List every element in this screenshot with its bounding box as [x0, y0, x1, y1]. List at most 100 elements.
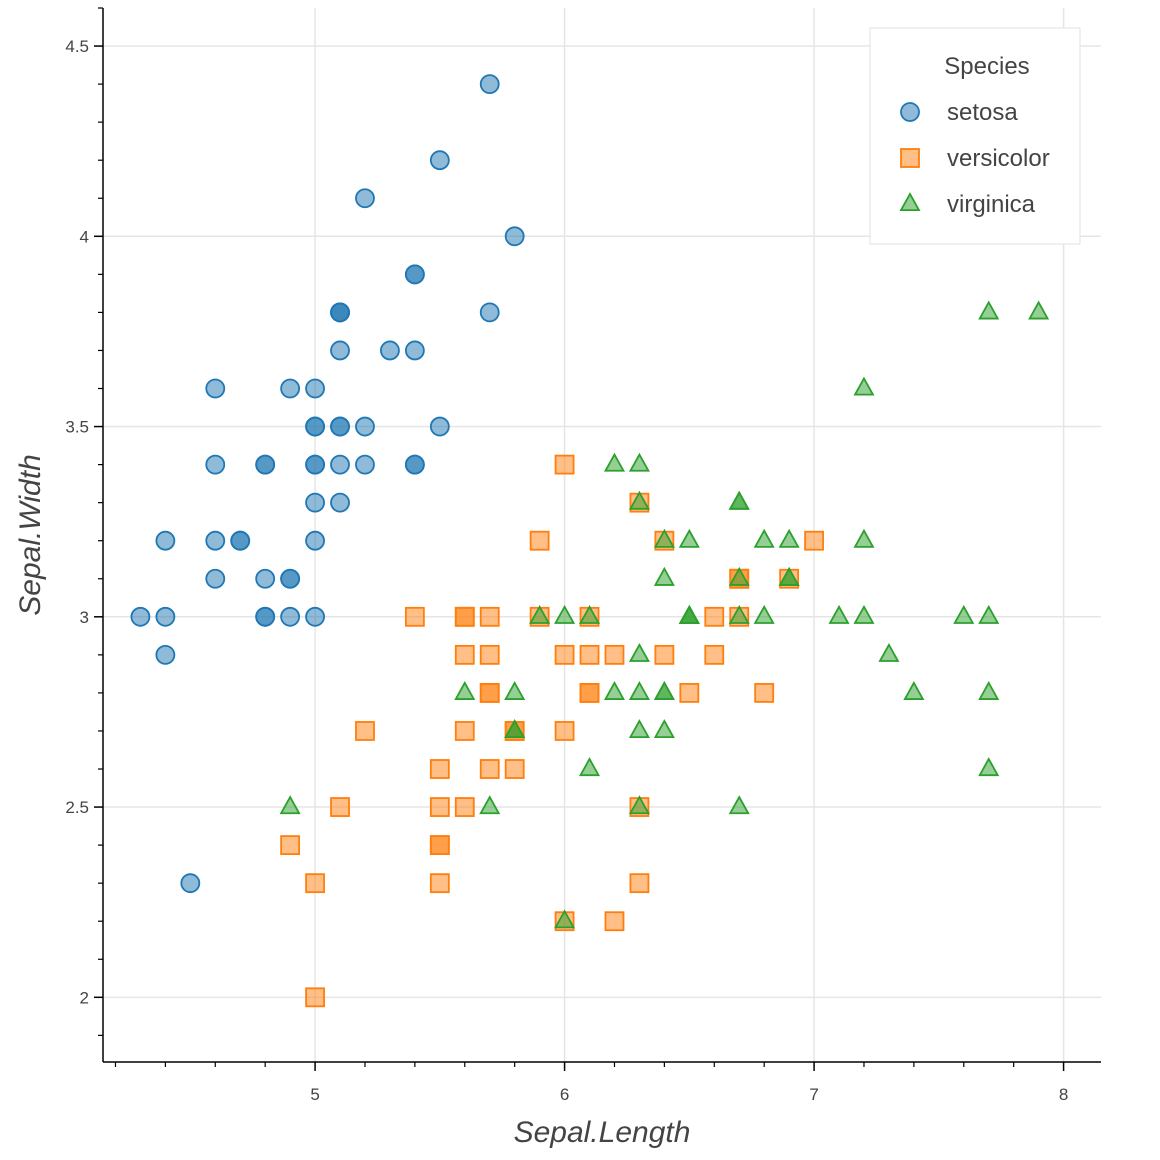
- legend-label-setosa: setosa: [947, 99, 1018, 126]
- virginica-point: [978, 604, 1000, 624]
- virginica-point: [628, 642, 650, 662]
- legend-label-virginica: virginica: [947, 191, 1036, 218]
- virginica-point: [1028, 300, 1050, 320]
- setosa-point: [504, 226, 525, 247]
- virginica-point: [978, 681, 1000, 700]
- x-tick-label: 5: [310, 1085, 319, 1104]
- virginica-point: [479, 795, 501, 815]
- virginica-point: [728, 490, 750, 510]
- axes-layer: 5 6 7 8 2 2.5 3 3.5 4 4.5: [65, 7, 1101, 1104]
- versicolor-point: [429, 873, 450, 894]
- marks-layer: [130, 74, 1050, 1008]
- virginica-point: [903, 681, 925, 700]
- versicolor-point: [579, 644, 600, 665]
- setosa-point: [180, 873, 201, 894]
- setosa-point: [155, 606, 176, 627]
- setosa-point: [380, 340, 400, 361]
- virginica-point: [728, 604, 750, 624]
- versicolor-point: [429, 835, 450, 856]
- versicolor-point: [280, 835, 301, 856]
- virginica-point: [753, 604, 775, 624]
- virginica-point: [628, 795, 650, 815]
- virginica-point: [279, 795, 301, 815]
- virginica-point: [828, 604, 850, 624]
- virginica-point: [603, 681, 626, 700]
- setosa-point: [255, 606, 276, 627]
- setosa-point: [205, 568, 226, 589]
- virginica-point: [653, 528, 675, 548]
- setosa-point: [305, 530, 325, 551]
- virginica-point: [653, 681, 675, 700]
- versicolor-point: [404, 606, 425, 627]
- x-axis-title: Sepal.Length: [514, 1116, 691, 1149]
- versicolor-point: [479, 759, 500, 779]
- setosa-point: [255, 454, 276, 475]
- setosa-point: [280, 568, 301, 589]
- versicolor-point: [330, 797, 350, 817]
- virginica-point: [678, 604, 700, 624]
- setosa-point: [305, 454, 325, 475]
- setosa-point: [280, 606, 301, 627]
- virginica-point: [628, 490, 650, 510]
- versicolor-point: [679, 683, 700, 703]
- virginica-point: [878, 642, 900, 662]
- y-tick-label: 3: [80, 608, 89, 627]
- versicolor-point: [504, 759, 525, 779]
- versicolor-point: [529, 530, 550, 551]
- versicolor-point: [804, 530, 824, 551]
- legend-setosa-marker: [900, 102, 920, 122]
- virginica-point: [778, 566, 800, 586]
- versicolor-point: [479, 606, 500, 627]
- setosa-point: [305, 492, 325, 513]
- legend-title: Species: [944, 53, 1029, 80]
- versicolor-point: [429, 759, 450, 779]
- versicolor-point: [554, 454, 575, 475]
- virginica-point: [504, 719, 526, 739]
- versicolor-point: [429, 797, 450, 817]
- y-tick-label: 2: [80, 988, 89, 1007]
- virginica-point: [529, 604, 551, 624]
- virginica-point: [753, 528, 775, 548]
- versicolor-point: [454, 606, 475, 627]
- virginica-point: [653, 719, 675, 739]
- versicolor-point: [604, 644, 625, 665]
- setosa-point: [330, 454, 350, 475]
- versicolor-point: [629, 873, 650, 894]
- versicolor-point: [355, 721, 375, 741]
- virginica-point: [853, 528, 875, 548]
- y-tick-label: 2.5: [65, 798, 89, 817]
- virginica-point: [554, 909, 576, 929]
- versicolor-point: [704, 644, 725, 665]
- virginica-point: [728, 566, 750, 586]
- versicolor-point: [305, 987, 325, 1008]
- setosa-point: [355, 454, 375, 475]
- setosa-point: [305, 378, 325, 399]
- versicolor-point: [579, 683, 600, 703]
- virginica-point: [653, 566, 675, 586]
- setosa-point: [130, 606, 151, 627]
- setosa-point: [205, 378, 226, 399]
- setosa-point: [330, 416, 350, 437]
- legend-label-versicolor: versicolor: [947, 145, 1050, 172]
- setosa-point: [305, 416, 325, 437]
- y-axis-title: Sepal.Width: [14, 454, 47, 615]
- setosa-point: [429, 150, 450, 171]
- versicolor-point: [479, 683, 500, 703]
- setosa-point: [330, 302, 350, 323]
- virginica-point: [678, 528, 700, 548]
- setosa-point: [330, 492, 350, 513]
- y-tick-label: 4.5: [65, 37, 89, 56]
- virginica-point: [978, 300, 1000, 320]
- virginica-point: [454, 681, 476, 700]
- versicolor-point: [454, 721, 475, 741]
- legend-versicolor-marker: [900, 148, 920, 168]
- setosa-point: [155, 644, 176, 665]
- setosa-point: [205, 454, 226, 475]
- virginica-point: [628, 452, 650, 472]
- setosa-point: [330, 340, 350, 361]
- setosa-point: [155, 530, 176, 551]
- virginica-point: [728, 795, 750, 815]
- virginica-point: [628, 719, 650, 739]
